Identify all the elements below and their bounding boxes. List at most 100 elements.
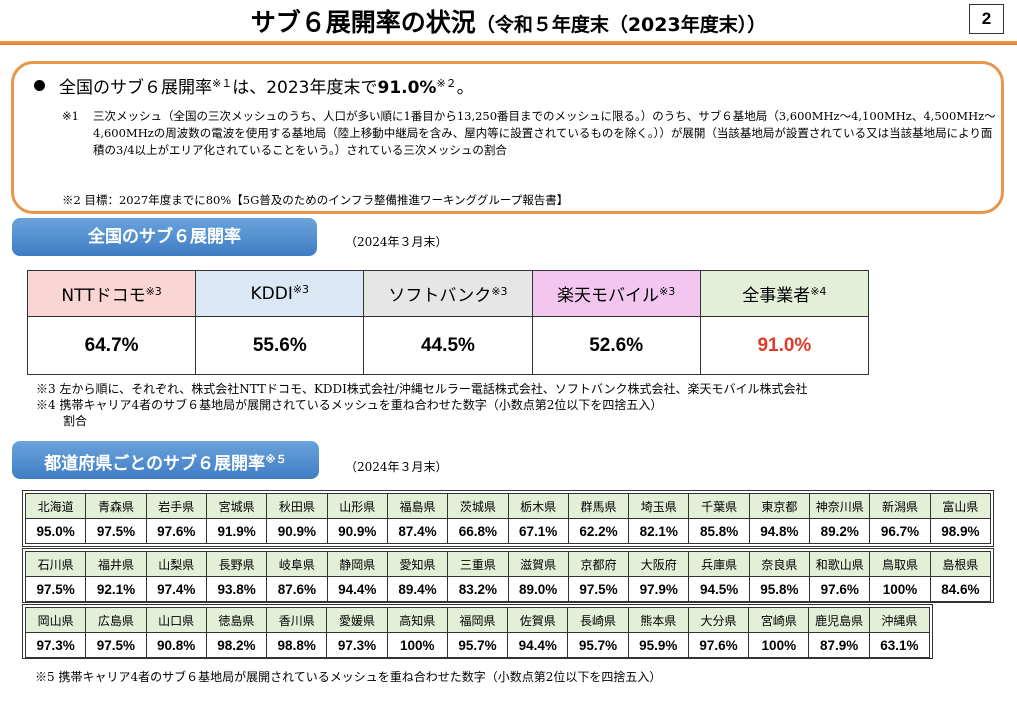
carrier-footnotes: ※3 左から順に、それぞれ、株式会社NTTドコモ、KDDI株式会社/沖縄セルラー… <box>36 381 808 429</box>
footnote-1: ※1 三次メッシュ（全国の三次メッシュのうち、人口が多い順に1番目から13,25… <box>62 108 997 159</box>
prefecture-name-cell: 奈良県 <box>748 551 811 577</box>
prefecture-value-cell: 94.8% <box>748 518 811 544</box>
carrier-value-all: 91.0% <box>699 316 870 375</box>
prefecture-value-cell: 100% <box>869 576 931 602</box>
prefecture-section-label-sup: ※５ <box>265 453 287 466</box>
carrier-header-rakuten: 楽天モバイル※3 <box>531 270 701 317</box>
prefecture-name-cell: 神奈川県 <box>809 493 871 519</box>
page-title-sub: （令和５年度末（2023年度末）） <box>475 14 767 36</box>
carrier-header-docomo: NTTドコモ※3 <box>26 270 197 317</box>
prefecture-value-cell: 89.2% <box>809 518 871 544</box>
carrier-header-row: NTTドコモ※3 KDDI※3 ソフトバンク※3 楽天モバイル※3 全事業者※4 <box>26 270 870 317</box>
summary-box: 全国のサブ６展開率※１は、2023年度末で91.0%※２。 ※1 三次メッシュ（… <box>11 61 1004 214</box>
footnote-1-mark: ※1 <box>62 109 79 123</box>
prefecture-name-cell: 島根県 <box>929 551 992 577</box>
footnote-4: ※4 携帯キャリア4者のサブ６基地局が展開されているメッシュを重ね合わせた数字（… <box>36 398 663 412</box>
prefecture-value-cell: 97.5% <box>24 576 87 602</box>
national-as-of: （2024年３月末） <box>345 235 448 249</box>
prefecture-value-cell: 89.4% <box>386 576 449 602</box>
carrier-header-kddi: KDDI※3 <box>195 270 365 317</box>
prefecture-name-cell: 沖縄県 <box>868 607 931 633</box>
prefecture-value-cell: 94.4% <box>326 576 388 602</box>
prefecture-section-label: 都道府県ごとのサブ６展開率※５ <box>12 441 319 479</box>
prefecture-name-cell: 愛媛県 <box>326 607 388 633</box>
prefecture-name-cell: 福岡県 <box>446 607 509 633</box>
prefecture-value-cell: 97.4% <box>145 576 207 602</box>
prefecture-value-row: 95.0% 97.5% 97.6% 91.9% 90.9% 90.9% 87.4% 66.8%… <box>24 518 992 544</box>
carrier-value-docomo: 64.7% <box>26 316 197 375</box>
prefecture-name-cell: 山口県 <box>145 607 207 633</box>
title-underline <box>0 41 1017 45</box>
prefecture-value-cell: 83.2% <box>447 576 509 602</box>
prefecture-table-1: 北海道 青森県 岩手県 宮城県 秋田県 山形県 福島県 茨城県 栃木県 群馬県 埼玉県 千葉県 東京都神… <box>24 493 992 544</box>
summary-sup2: ※２ <box>436 77 457 90</box>
prefecture-name-cell: 京都府 <box>567 551 630 577</box>
prefecture-name-cell: 徳島県 <box>205 607 268 633</box>
prefecture-name-cell: 山梨県 <box>145 551 207 577</box>
prefecture-value-cell: 95.9% <box>627 632 689 658</box>
prefecture-frame-2 <box>22 548 994 603</box>
prefecture-name-cell: 新潟県 <box>869 493 931 519</box>
prefecture-value-cell: 62.2% <box>567 518 630 544</box>
prefecture-name-row: 北海道 青森県 岩手県 宮城県 秋田県 山形県 福島県 茨城県 栃木県 群馬県 埼玉県 千葉県 東京都神… <box>24 493 992 519</box>
prefecture-name-cell: 高知県 <box>386 607 448 633</box>
prefecture-table-3: 岡山県 広島県 山口県 徳島県 香川県 愛媛県 高知県 福岡県 佐賀県 長崎県 熊本県 大分県 宮崎県鹿… <box>24 607 931 658</box>
summary-sup1: ※１ <box>212 77 233 90</box>
page-number: 2 <box>969 4 1004 34</box>
prefecture-name-cell: 東京都 <box>748 493 811 519</box>
carrier-sup: ※3 <box>491 285 508 298</box>
prefecture-value-cell: 97.5% <box>85 518 147 544</box>
prefecture-value-cell: 87.9% <box>808 632 870 658</box>
carrier-name: 楽天モバイル <box>557 286 660 306</box>
prefecture-name-cell: 富山県 <box>929 493 992 519</box>
carrier-value-rakuten: 52.6% <box>531 316 701 375</box>
prefecture-value-cell: 90.9% <box>266 518 328 544</box>
prefecture-name-cell: 栃木県 <box>507 493 569 519</box>
title-bar: サブ６展開率の状況（令和５年度末（2023年度末）） <box>0 0 1017 44</box>
prefecture-value-cell: 96.7% <box>869 518 931 544</box>
footnote-4-cont: 割合 <box>63 414 88 428</box>
footnote-3: ※3 左から順に、それぞれ、株式会社NTTドコモ、KDDI株式会社/沖縄セルラー… <box>36 382 808 396</box>
prefecture-value-cell: 66.8% <box>447 518 509 544</box>
bullet-icon <box>34 80 45 91</box>
prefecture-value-row: 97.5% 92.1% 97.4% 93.8% 87.6% 94.4% 89.4% 83.2%… <box>24 576 992 602</box>
page-title: サブ６展開率の状況（令和５年度末（2023年度末）） <box>0 3 1017 39</box>
prefecture-name-cell: 香川県 <box>266 607 328 633</box>
footnote-2: ※2 目標：2027年度までに80%【5G普及のためのインフラ整備推進ワーキング… <box>62 193 569 207</box>
carrier-sup: ※3 <box>145 285 162 298</box>
prefecture-name-cell: 岡山県 <box>24 607 87 633</box>
prefecture-name-cell: 山形県 <box>326 493 388 519</box>
footnote-5: ※5 携帯キャリア4者のサブ６基地局が展開されているメッシュを重ね合わせた数字（… <box>35 670 662 684</box>
prefecture-name-cell: 北海道 <box>24 493 87 519</box>
prefecture-name-cell: 茨城県 <box>447 493 509 519</box>
prefecture-value-cell: 95.8% <box>748 576 811 602</box>
prefecture-value-cell: 98.9% <box>929 518 992 544</box>
prefecture-value-cell: 98.2% <box>205 632 268 658</box>
carrier-sup: ※3 <box>659 285 676 298</box>
prefecture-frame-1 <box>22 490 994 547</box>
prefecture-name-cell: 滋賀県 <box>507 551 569 577</box>
prefecture-name-cell: 石川県 <box>24 551 87 577</box>
prefecture-value-cell: 100% <box>386 632 448 658</box>
carrier-name: KDDI <box>250 284 293 304</box>
carrier-name: NTTドコモ <box>61 286 146 306</box>
prefecture-value-cell: 87.4% <box>386 518 449 544</box>
summary-headline: 全国のサブ６展開率※１は、2023年度末で91.0%※２。 <box>34 73 474 98</box>
prefecture-as-of: （2024年３月末） <box>345 460 448 474</box>
carrier-header-all: 全事業者※4 <box>699 270 870 317</box>
prefecture-name-cell: 埼玉県 <box>628 493 690 519</box>
prefecture-value-cell: 97.5% <box>85 632 147 658</box>
prefecture-name-cell: 群馬県 <box>567 493 630 519</box>
carrier-name: ソフトバンク <box>388 286 492 306</box>
prefecture-value-cell: 85.8% <box>688 518 750 544</box>
prefecture-name-cell: 和歌山県 <box>809 551 871 577</box>
prefecture-table-2: 石川県 福井県 山梨県 長野県 岐阜県 静岡県 愛知県 三重県 滋賀県 京都府 大阪府 兵庫県 奈良県和… <box>24 551 992 602</box>
prefecture-value-cell: 97.3% <box>24 632 87 658</box>
prefecture-value-cell: 84.6% <box>929 576 992 602</box>
footnote-1-text: 三次メッシュ（全国の三次メッシュのうち、人口が多い順に1番目から13,250番目… <box>93 109 996 157</box>
prefecture-value-cell: 95.7% <box>446 632 509 658</box>
prefecture-value-cell: 91.9% <box>205 518 268 544</box>
national-section-label: 全国のサブ６展開率 <box>12 218 317 256</box>
prefecture-name-cell: 熊本県 <box>627 607 689 633</box>
carrier-value-kddi: 55.6% <box>195 316 365 375</box>
